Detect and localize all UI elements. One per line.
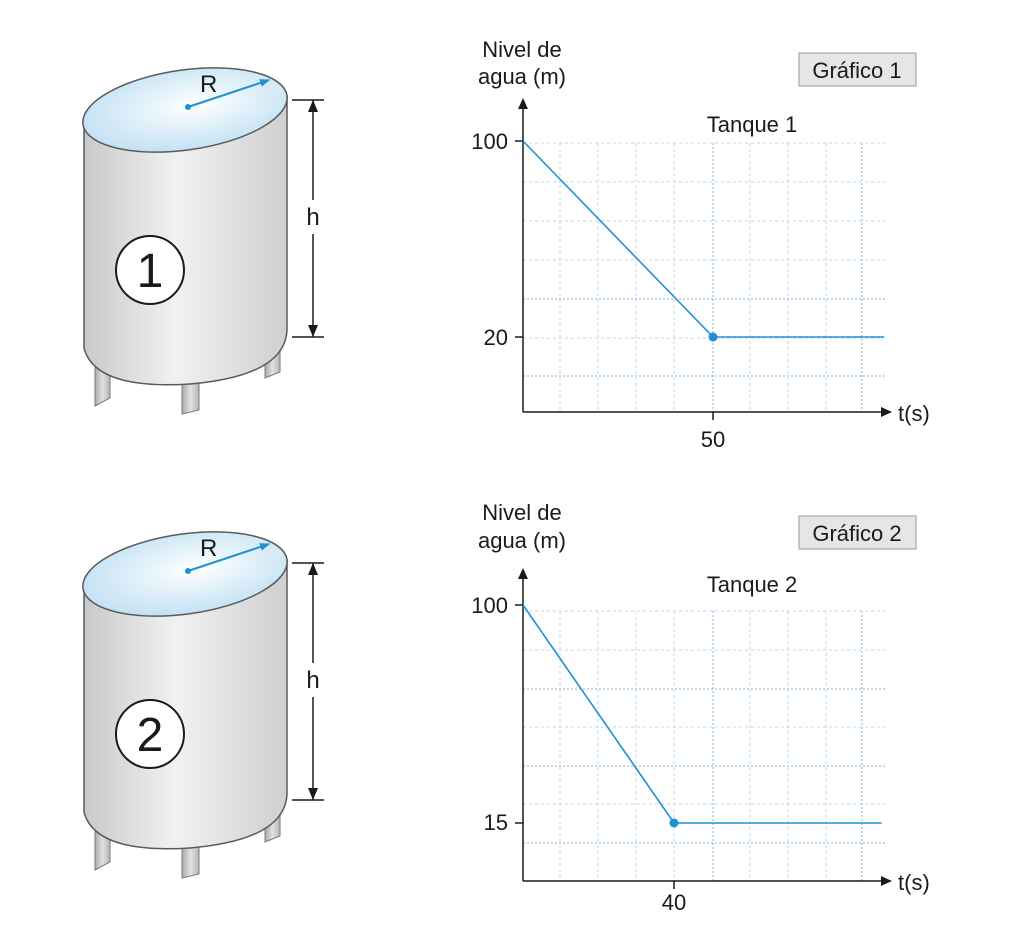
tank-2-height-label: h — [306, 667, 319, 694]
chart-2-xlabel: t(s) — [898, 870, 930, 895]
chart-1-label-box-text: Gráfico 1 — [812, 58, 901, 83]
tank-1-height-dimension — [292, 99, 324, 338]
chart-2-series-point — [669, 818, 679, 828]
chart-2: Nivel de agua (m) Tanque 2 t(s) Gráfico … — [471, 500, 929, 915]
chart-1-ylabel-line2: agua (m) — [478, 64, 566, 89]
chart-1-axes — [515, 98, 892, 420]
chart-2-ylabel-line1: Nivel de — [482, 500, 561, 525]
tank-1-number-circle — [115, 235, 185, 305]
tank-2-center-dot — [185, 568, 191, 574]
tank-1-center-dot — [185, 104, 191, 110]
tank-2-water-surface — [82, 531, 288, 617]
chart-2-label-box-text: Gráfico 2 — [812, 521, 901, 546]
tank-2: R 2 h — [82, 531, 324, 879]
chart-2-x-axis-arrow — [881, 876, 892, 886]
chart-2-ylabel-line2: agua (m) — [478, 528, 566, 553]
chart-2-grid — [523, 610, 885, 881]
chart-1-label-box — [798, 52, 917, 87]
chart-2-series-line — [522, 604, 882, 824]
tank-1-number: 1 — [137, 245, 164, 298]
tank-1-body — [83, 95, 288, 386]
tank-1-height-label: h — [306, 204, 319, 231]
chart-1-series — [522, 140, 884, 342]
chart-1-series-line — [522, 140, 884, 338]
tank-1-water-surface — [82, 67, 288, 153]
chart-1-title: Tanque 1 — [707, 112, 798, 137]
chart-1-xtick-50: 50 — [701, 427, 725, 452]
tank-1-radius-label: R — [200, 71, 217, 98]
chart-1-xlabel: t(s) — [898, 401, 930, 426]
tank-2-radius-arrow — [187, 543, 270, 572]
chart-2-ytick-100: 100 — [471, 593, 508, 618]
chart-2-ytick-15: 15 — [484, 810, 508, 835]
tank-2-number-circle — [115, 699, 185, 769]
tank-2-height-dimension — [292, 562, 324, 801]
chart-2-axes — [515, 568, 892, 889]
tank-1-radius-arrow — [187, 79, 270, 108]
chart-2-title: Tanque 2 — [707, 572, 798, 597]
chart-1: Nivel de agua (m) Tanque 1 t(s) Gráfico … — [471, 37, 929, 452]
tank-1: R 1 h — [82, 67, 324, 415]
chart-1-ylabel-line1: Nivel de — [482, 37, 561, 62]
tank-2-radius-label: R — [200, 535, 217, 562]
tank-2-number: 2 — [137, 709, 164, 762]
chart-1-series-point — [708, 332, 718, 342]
chart-2-y-axis-arrow — [518, 568, 528, 579]
chart-2-label-box — [798, 515, 917, 550]
chart-2-series — [522, 604, 882, 828]
tank-2-body — [83, 559, 288, 850]
chart-1-ytick-20: 20 — [484, 325, 508, 350]
chart-1-y-axis-arrow — [518, 98, 528, 109]
chart-1-x-axis-arrow — [881, 407, 892, 417]
chart-2-xtick-40: 40 — [662, 890, 686, 915]
chart-1-grid — [523, 142, 885, 412]
chart-1-ytick-100: 100 — [471, 129, 508, 154]
